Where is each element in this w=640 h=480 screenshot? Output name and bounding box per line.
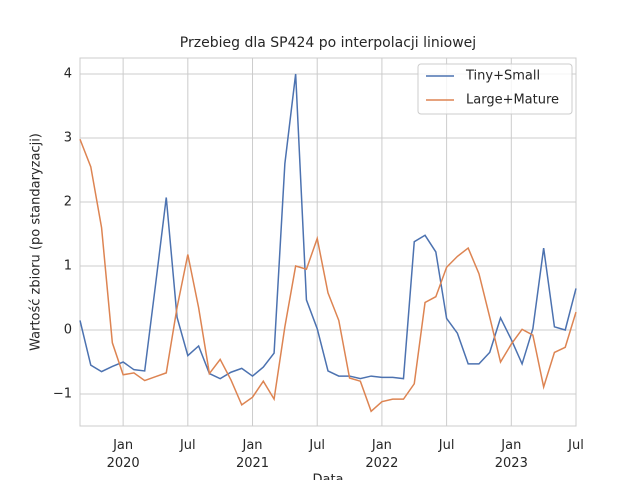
x-tick-label: Jan 2020 [107, 438, 140, 471]
x-axis-label: Data [312, 473, 343, 480]
legend-label: Large+Mature [466, 93, 559, 108]
x-tick-label: Jan 2023 [495, 438, 528, 471]
x-tick-label: Jul [438, 438, 455, 453]
x-tick-label: Jul [567, 438, 584, 453]
x-tick-label: Jan 2021 [236, 438, 269, 471]
y-tick-label: 4 [64, 67, 72, 82]
series-line [79, 139, 577, 413]
y-tick-label: −1 [53, 387, 72, 402]
legend-box [417, 63, 573, 115]
x-tick-label: Jul [308, 438, 325, 453]
legend-label: Tiny+Small [465, 69, 540, 84]
series-line [79, 73, 577, 380]
y-axis-label: Wartość zbioru (po standaryzacji) [29, 133, 44, 351]
x-tick-label: Jul [179, 438, 196, 453]
chart-title: Przebieg dla SP424 po interpolacji linio… [180, 35, 476, 51]
y-tick-label: 1 [64, 259, 72, 274]
y-tick-label: 0 [64, 323, 72, 338]
plot-frame [79, 57, 577, 427]
y-tick-label: 2 [64, 195, 72, 210]
x-tick-label: Jan 2022 [365, 438, 398, 471]
y-tick-label: 3 [64, 131, 72, 146]
